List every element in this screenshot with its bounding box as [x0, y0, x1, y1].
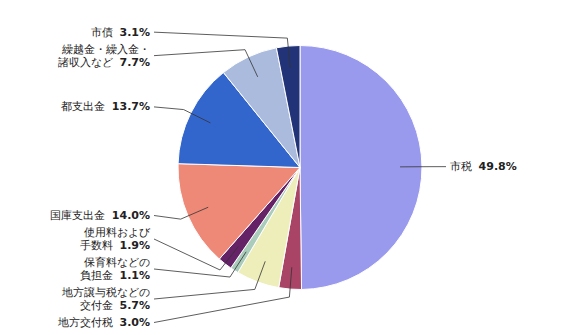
pie-slice [300, 46, 422, 290]
category-label: 市債 [91, 26, 113, 39]
value-label: 7.7% [119, 56, 150, 69]
slice-label: 市税 49.8% [450, 160, 517, 173]
category-label: 使用料および [84, 226, 151, 239]
labels: 市税 49.8% 地方交付税 3.0% 地方譲与税などの交付金 5.7% 保育料などの負担金… [50, 26, 517, 329]
leader-line [154, 50, 258, 77]
category-label: 諸収入など [58, 56, 113, 69]
category-label: 交付金 [80, 299, 113, 312]
category-label: 保育料などの [84, 256, 150, 269]
category-label: 都支出金 [61, 100, 105, 113]
slice-label: 都支出金 13.7% [61, 100, 150, 113]
category-label: 手数料 [80, 239, 113, 252]
value-label: 13.7% [112, 100, 150, 113]
leader-line [154, 239, 238, 270]
pie [178, 46, 422, 290]
leader-line [154, 252, 246, 277]
value-label: 3.1% [119, 26, 150, 39]
chart: 市税 49.8% 地方交付税 3.0% 地方譲与税などの交付金 5.7% 保育料などの負担金… [0, 0, 567, 335]
slice-label: 地方交付税 3.0% [57, 316, 150, 329]
slice-label: 保育料などの負担金 1.1% [80, 256, 150, 282]
value-label: 1.1% [119, 269, 150, 282]
leader-line [154, 107, 210, 123]
value-label: 49.8% [479, 160, 517, 173]
category-label: 国庫支出金 [50, 209, 105, 222]
value-label: 14.0% [112, 209, 150, 222]
leader-line [400, 166, 446, 167]
pie-slice [276, 46, 300, 168]
pie-slice [178, 164, 300, 259]
leader-line [154, 267, 292, 322]
value-label: 1.9% [119, 239, 150, 252]
category-label: 負担金 [80, 269, 113, 282]
category-label: 地方譲与税などの [61, 286, 150, 299]
leader-line [154, 32, 290, 68]
category-label: 市税 [450, 160, 472, 173]
value-label: 5.7% [119, 299, 150, 312]
slice-label: 使用料および手数料 1.9% [80, 226, 151, 252]
leader-line [154, 261, 265, 299]
slice-label: 市債 3.1% [91, 26, 150, 39]
category-label: 地方交付税 [57, 316, 113, 329]
category-label: 繰越金・繰入金・ [61, 43, 150, 56]
slice-label: 地方譲与税などの交付金 5.7% [61, 286, 150, 312]
slice-label: 繰越金・繰入金・諸収入など 7.7% [58, 43, 150, 69]
slice-label: 国庫支出金 14.0% [50, 209, 150, 222]
leader-line [154, 207, 208, 219]
value-label: 3.0% [119, 316, 150, 329]
